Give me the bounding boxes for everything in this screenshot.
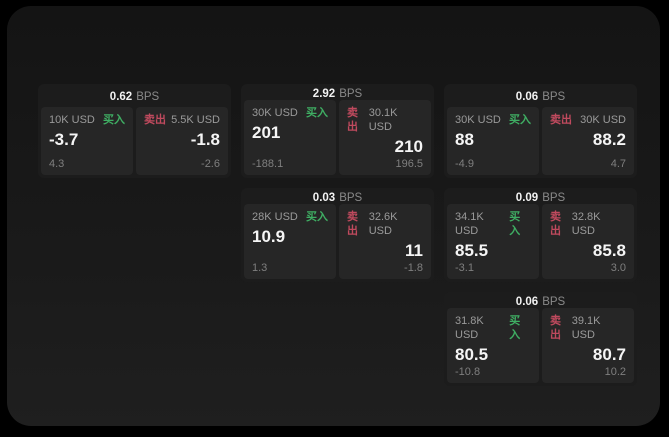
sell-price: -1.8 (190, 130, 220, 149)
bps-unit-label: BPS (339, 87, 363, 100)
sell-price: 85.8 (592, 241, 626, 260)
sell-tile[interactable]: 卖出 39.1K USD 80.7 10.2 (542, 308, 634, 383)
sell-side-label: 卖出 (144, 114, 166, 126)
bps-value: 2.92 (312, 87, 336, 100)
quote-card: 0.06 BPS 31.8K USD 买入 80.5 -10.8 卖出 39.1… (444, 292, 637, 386)
sell-side-label: 卖出 (347, 211, 358, 237)
buy-tile[interactable]: 28K USD 买入 10.9 1.3 (244, 204, 336, 279)
price-tiles: 30K USD 买入 201 -188.1 卖出 30.1K USD 210 1… (244, 100, 431, 175)
buy-amount-label: 28K USD (252, 211, 298, 223)
buy-delta: 1.3 (252, 262, 268, 274)
buy-amount-label: 31.8K USD (455, 315, 484, 341)
quote-card: 2.92 BPS 30K USD 买入 201 -188.1 卖出 30.1K … (241, 84, 434, 178)
bps-header: 2.92 BPS (244, 87, 431, 100)
buy-price: -3.7 (49, 130, 79, 149)
sell-delta: 4.7 (610, 158, 626, 170)
bps-header: 0.06 BPS (447, 87, 634, 107)
bps-header: 0.09 BPS (447, 191, 634, 204)
bps-value: 0.09 (515, 191, 539, 204)
sell-price: 11 (405, 241, 423, 260)
sell-delta: -1.8 (404, 262, 423, 274)
buy-tile[interactable]: 30K USD 买入 201 -188.1 (244, 100, 336, 175)
bps-value: 0.62 (109, 91, 133, 103)
quote-card-grid: 0.62 BPS 10K USD 买入 -3.7 4.3 卖出 5.5K USD… (38, 84, 637, 386)
bps-value: 0.06 (515, 295, 539, 308)
sell-delta: 3.0 (610, 262, 626, 274)
sell-amount-label: 32.8K USD (571, 211, 601, 237)
buy-price: 80.5 (455, 345, 489, 364)
buy-side-label: 买入 (306, 107, 328, 119)
buy-tile[interactable]: 34.1K USD 买入 85.5 -3.1 (447, 204, 539, 279)
price-tiles: 30K USD 买入 88 -4.9 卖出 30K USD 88.2 4.7 (447, 107, 634, 175)
sell-tile[interactable]: 卖出 32.8K USD 85.8 3.0 (542, 204, 634, 279)
buy-tile[interactable]: 31.8K USD 买入 80.5 -10.8 (447, 308, 539, 383)
sell-tile[interactable]: 卖出 30K USD 88.2 4.7 (542, 107, 634, 175)
bps-unit-label: BPS (136, 91, 160, 103)
sell-delta: 196.5 (395, 158, 423, 170)
sell-side-label: 卖出 (550, 315, 561, 341)
buy-side-label: 买入 (509, 315, 521, 341)
bps-value: 0.03 (312, 191, 336, 204)
quote-card: 0.03 BPS 28K USD 买入 10.9 1.3 卖出 32.6K US… (241, 188, 434, 282)
buy-amount-label: 10K USD (49, 114, 95, 126)
buy-amount-label: 30K USD (455, 114, 501, 126)
price-tiles: 28K USD 买入 10.9 1.3 卖出 32.6K USD 11 -1.8 (244, 204, 431, 279)
sell-side-label: 卖出 (347, 107, 358, 133)
sell-tile[interactable]: 卖出 32.6K USD 11 -1.8 (339, 204, 431, 279)
sell-tile[interactable]: 卖出 5.5K USD -1.8 -2.6 (136, 107, 228, 175)
price-tiles: 31.8K USD 买入 80.5 -10.8 卖出 39.1K USD 80.… (447, 308, 634, 383)
sell-amount-label: 32.6K USD (368, 211, 398, 237)
bps-header: 0.62 BPS (41, 87, 228, 107)
price-tiles: 10K USD 买入 -3.7 4.3 卖出 5.5K USD -1.8 -2.… (41, 107, 228, 175)
sell-amount-label: 5.5K USD (171, 114, 220, 126)
sell-price: 210 (394, 137, 423, 156)
sell-amount-label: 30.1K USD (368, 107, 398, 133)
sell-price: 80.7 (592, 345, 626, 364)
quote-card: 0.62 BPS 10K USD 买入 -3.7 4.3 卖出 5.5K USD… (38, 84, 231, 178)
buy-delta: 4.3 (49, 158, 65, 170)
buy-side-label: 买入 (306, 211, 328, 223)
quote-card: 0.06 BPS 30K USD 买入 88 -4.9 卖出 30K USD 8… (444, 84, 637, 178)
buy-amount-label: 34.1K USD (455, 211, 484, 237)
bps-unit-label: BPS (542, 91, 566, 103)
sell-tile[interactable]: 卖出 30.1K USD 210 196.5 (339, 100, 431, 175)
sell-side-label: 卖出 (550, 114, 572, 126)
price-tiles: 34.1K USD 买入 85.5 -3.1 卖出 32.8K USD 85.8… (447, 204, 634, 279)
buy-price: 201 (252, 123, 281, 142)
quote-card: 0.09 BPS 34.1K USD 买入 85.5 -3.1 卖出 32.8K… (444, 188, 637, 282)
bps-header: 0.06 BPS (447, 295, 634, 308)
bps-unit-label: BPS (339, 191, 363, 204)
buy-tile[interactable]: 30K USD 买入 88 -4.9 (447, 107, 539, 175)
buy-price: 85.5 (455, 241, 489, 260)
buy-price: 88 (455, 130, 474, 149)
sell-price: 88.2 (592, 130, 626, 149)
buy-tile[interactable]: 10K USD 买入 -3.7 4.3 (41, 107, 133, 175)
sell-side-label: 卖出 (550, 211, 561, 237)
buy-side-label: 买入 (103, 114, 125, 126)
sell-delta: 10.2 (604, 366, 626, 378)
sell-delta: -2.6 (201, 158, 220, 170)
buy-side-label: 买入 (509, 114, 531, 126)
buy-delta: -10.8 (455, 366, 481, 378)
sell-amount-label: 39.1K USD (571, 315, 601, 341)
sell-amount-label: 30K USD (580, 114, 626, 126)
buy-price: 10.9 (252, 227, 286, 246)
bps-unit-label: BPS (542, 191, 566, 204)
buy-amount-label: 30K USD (252, 107, 298, 119)
bps-header: 0.03 BPS (244, 191, 431, 204)
buy-side-label: 买入 (509, 211, 521, 237)
buy-delta: -3.1 (455, 262, 474, 274)
buy-delta: -4.9 (455, 158, 474, 170)
buy-delta: -188.1 (252, 158, 284, 170)
bps-unit-label: BPS (542, 295, 566, 308)
bps-value: 0.06 (515, 91, 539, 103)
